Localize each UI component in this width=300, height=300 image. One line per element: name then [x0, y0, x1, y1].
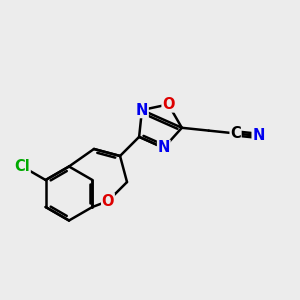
Text: N: N	[252, 128, 265, 143]
Text: N: N	[158, 140, 170, 155]
Text: C: C	[230, 126, 241, 141]
Text: N: N	[136, 103, 148, 118]
Text: O: O	[162, 97, 175, 112]
Text: O: O	[102, 194, 114, 208]
Text: Cl: Cl	[14, 159, 30, 174]
